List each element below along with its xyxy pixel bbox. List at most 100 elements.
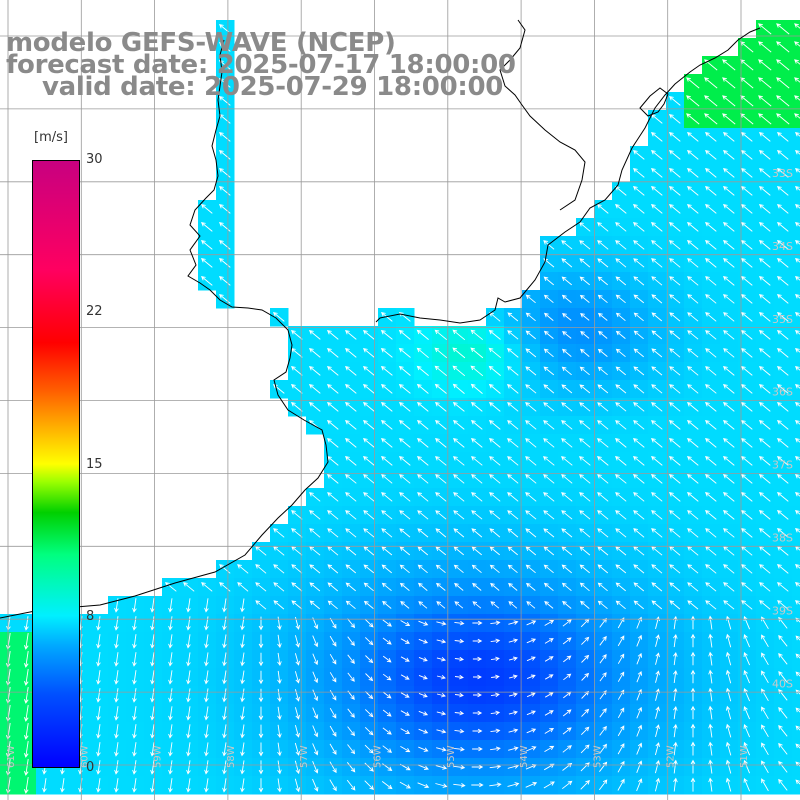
wind-arrow [258,706,264,721]
wind-arrow [686,221,699,232]
wind-arrow [722,113,736,125]
wind-arrow [417,764,429,770]
wind-arrow [579,348,590,357]
wind-arrow [562,331,572,339]
wind-speed-cell [792,236,800,255]
wind-arrow [329,672,337,683]
wind-arrow [435,474,447,484]
wind-arrow [615,258,627,268]
wind-arrow [651,258,663,268]
wind-arrow [473,674,482,680]
wind-arrow [453,764,466,770]
wind-arrow [723,348,735,358]
wind-arrow [543,510,555,520]
wind-arrow [708,777,713,792]
wind-arrow [669,510,681,520]
wind-arrow [633,366,645,376]
wind-arrow [382,673,392,681]
wind-arrow [525,294,536,304]
wind-arrow [795,743,800,749]
wind-arrow [561,402,573,412]
longitude-label: 59W [153,745,164,768]
wind-arrow [277,724,282,739]
wind-arrow [563,655,572,663]
wind-arrow [329,743,337,755]
wind-arrow [132,598,137,613]
wind-arrow [362,347,375,358]
wind-arrow [347,636,355,647]
wind-arrow [272,311,285,322]
wind-arrow [132,742,137,757]
wind-arrow [795,653,800,659]
wind-arrow [705,294,717,304]
wind-arrow [470,329,483,341]
wind-arrow [418,674,428,680]
wind-arrow [725,633,732,648]
wind-arrow [794,600,800,605]
wind-arrow [399,781,411,789]
wind-arrow [561,582,572,592]
wind-arrow [435,546,447,556]
wind-arrow [544,692,554,698]
wind-arrow [561,294,572,303]
wind-arrow [454,728,465,734]
wind-arrow [454,638,465,644]
wind-arrow [417,528,429,538]
wind-speed-cell [792,578,800,597]
wind-arrow [132,634,137,649]
wind-arrow [258,742,264,757]
wind-arrow [687,348,699,358]
wind-arrow [636,706,643,719]
wind-speed-cell [792,326,800,345]
wind-arrow [597,492,609,502]
wind-arrow [452,419,465,430]
wind-arrow [633,546,645,556]
wind-speed-cell [792,686,800,705]
wind-arrow [222,670,227,685]
wind-arrow [114,778,119,793]
wind-arrow [218,149,231,160]
wind-arrow [96,670,101,685]
wind-arrow [561,492,573,502]
wind-arrow [490,692,500,698]
wind-arrow [525,528,537,538]
wind-arrow [579,546,591,556]
wind-arrow [362,419,375,430]
wind-arrow [186,616,191,631]
wind-arrow [273,564,285,574]
wind-arrow [312,653,319,666]
wind-arrow [651,384,663,394]
wind-arrow [722,149,735,160]
wind-arrow [508,710,518,715]
wind-arrow [294,742,301,756]
latitude-label: 33S [772,167,793,180]
wind-arrow [472,601,482,609]
wind-arrow [150,616,155,631]
wind-arrow [150,598,155,613]
wind-arrow [218,257,231,268]
wind-arrow [651,600,663,610]
wind-arrow [308,401,321,412]
wind-arrow [687,528,699,538]
wind-arrow [686,491,699,502]
wind-arrow [258,688,264,703]
wind-arrow [436,747,447,752]
wind-arrow [508,746,519,751]
wind-arrow [222,778,227,793]
wind-arrow [708,741,713,756]
wind-arrow [740,419,753,430]
wind-arrow [222,634,227,649]
wind-arrow [615,348,626,358]
wind-arrow [96,760,101,775]
wind-arrow [776,167,789,178]
wind-arrow [399,474,411,484]
wind-arrow [543,294,554,304]
wind-arrow [168,742,173,757]
wind-arrow [345,564,357,574]
wind-arrow [472,746,483,752]
wind-arrow [525,492,537,502]
wind-arrow [597,312,608,321]
wind-arrow [740,239,753,250]
wind-arrow [633,384,645,394]
wind-arrow [776,491,789,502]
